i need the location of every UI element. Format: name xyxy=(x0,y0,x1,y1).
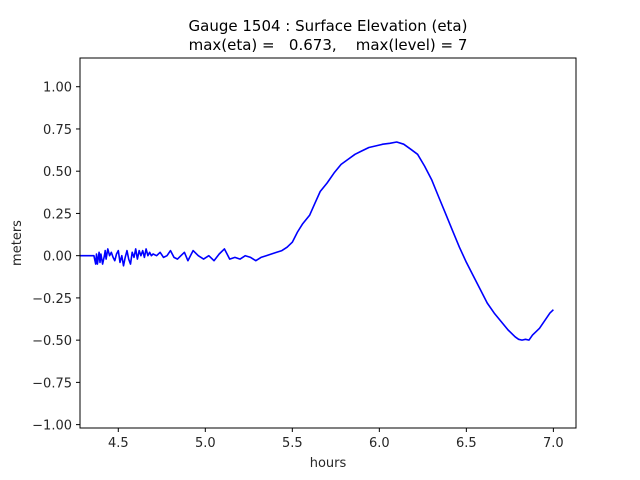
y-tick-label: 0.00 xyxy=(43,250,72,265)
axes-frame xyxy=(79,57,577,429)
x-tick-label: 5.0 xyxy=(195,436,216,451)
chart-subtitle: max(eta) = 0.673, max(level) = 7 xyxy=(189,36,468,54)
x-tick-label: 6.5 xyxy=(456,436,477,451)
y-tick-label: 1.00 xyxy=(43,81,72,96)
y-tick-label: −0.50 xyxy=(32,334,72,349)
x-tick-label: 4.5 xyxy=(108,436,129,451)
y-tick-label: −0.25 xyxy=(32,292,72,307)
y-tick-label: 0.25 xyxy=(43,207,72,222)
series-line-eta xyxy=(80,141,554,341)
chart-title: Gauge 1504 : Surface Elevation (eta) xyxy=(189,17,468,35)
y-axis-label: meters xyxy=(10,220,25,266)
x-axis-label: hours xyxy=(310,456,347,471)
y-tick-label: 0.75 xyxy=(43,123,72,138)
x-tick-label: 5.5 xyxy=(282,436,303,451)
x-axis: 4.5 5.0 5.5 6.0 6.5 7.0 xyxy=(108,428,564,451)
x-tick-label: 6.0 xyxy=(369,436,390,451)
y-tick-label: 0.50 xyxy=(43,165,72,180)
y-tick-label: −0.75 xyxy=(32,376,72,391)
x-tick-label: 7.0 xyxy=(543,436,564,451)
y-axis: 1.00 0.75 0.50 0.25 0.00 −0.25 −0.50 −0.75 −1.00 xyxy=(32,81,80,434)
plot-area xyxy=(80,141,554,341)
y-tick-label: −1.00 xyxy=(32,419,72,434)
